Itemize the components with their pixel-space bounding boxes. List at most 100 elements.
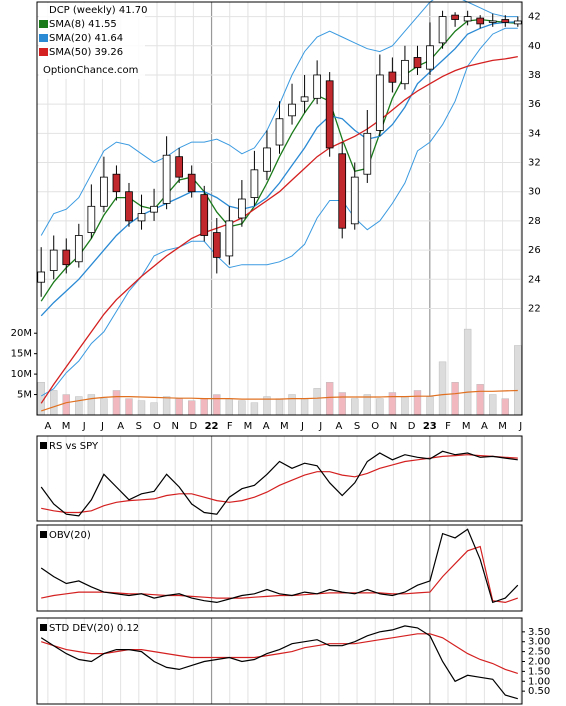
candle-body	[451, 14, 459, 20]
legend-swatch	[40, 442, 47, 449]
candle-body	[137, 213, 146, 222]
candle-body	[375, 74, 384, 131]
candle-body	[288, 103, 296, 117]
x-tick-label: O	[371, 421, 379, 432]
volume-bar	[489, 394, 497, 416]
legend-swatch	[39, 34, 48, 42]
volume-bar	[137, 400, 146, 416]
volume-bar	[62, 394, 70, 416]
volume-bar	[363, 394, 372, 416]
plot-frame	[36, 1, 523, 416]
volume-bar	[250, 402, 259, 416]
y-tick-label: 1.00	[528, 676, 550, 687]
candle-body	[100, 176, 108, 207]
legend-label: SMA(50) 39.26	[49, 47, 123, 58]
y-tick-label: 0.50	[528, 686, 550, 697]
plot-frame	[36, 617, 523, 705]
volume-bar	[87, 394, 96, 416]
candle-body	[313, 74, 321, 99]
y-tick-label: 32	[528, 158, 541, 169]
x-tick-label: 22	[205, 421, 219, 432]
y-tick-label: 3.50	[528, 627, 550, 638]
volume-bar	[112, 390, 121, 416]
volume-tick-label: 20M	[11, 328, 32, 339]
volume-bar	[376, 398, 384, 416]
candle-body	[275, 118, 284, 146]
candle-body	[426, 45, 434, 70]
candle-body	[49, 249, 58, 271]
x-tick-label: A	[117, 421, 124, 432]
candle-body	[187, 173, 196, 193]
x-tick-label: D	[190, 421, 198, 432]
x-tick-label: A	[44, 421, 51, 432]
legend-swatch	[39, 48, 48, 56]
candle-body	[401, 59, 409, 85]
candle-body	[338, 153, 347, 229]
y-tick-label: 1.50	[528, 666, 550, 677]
volume-bar	[238, 400, 246, 416]
legend-label: SMA(20) 41.64	[49, 33, 123, 44]
indicator-line	[41, 454, 518, 514]
candle-body	[263, 147, 271, 172]
x-tick-label: S	[354, 421, 360, 432]
candle-body	[300, 96, 309, 102]
x-tick-label: M	[244, 421, 253, 432]
volume-bar	[463, 328, 472, 416]
volume-bar	[451, 382, 459, 416]
volume-bar	[275, 398, 284, 416]
candle-body	[125, 191, 133, 222]
x-tick-label: N	[171, 421, 178, 432]
volume-bar	[313, 388, 321, 416]
x-tick-label: N	[390, 421, 397, 432]
candle-body	[363, 132, 372, 175]
x-tick-label: M	[62, 421, 71, 432]
annotation: OptionChance.com	[43, 65, 138, 76]
indicator-line	[41, 545, 518, 604]
y-tick-label: 24	[528, 274, 541, 285]
sma-line	[40, 55, 518, 404]
candle-body	[438, 16, 447, 44]
candle-body	[476, 17, 485, 25]
volume-bar	[476, 384, 484, 416]
volume-bar	[288, 394, 296, 416]
volume-bar	[187, 400, 196, 416]
candle-body	[501, 19, 510, 23]
x-tick-label: D	[408, 421, 416, 432]
candle-body	[175, 156, 184, 178]
x-tick-label: J	[318, 421, 322, 432]
sma-line	[40, 18, 518, 302]
volume-bar	[225, 398, 234, 416]
volume-tick-label: 5M	[17, 390, 32, 401]
volume-bar	[388, 392, 397, 416]
candle-body	[325, 80, 334, 149]
y-tick-label: 40	[528, 41, 541, 52]
x-tick-label: 23	[423, 421, 437, 432]
volume-bar	[401, 396, 409, 416]
candle-body	[87, 205, 96, 233]
indicator-line	[41, 633, 518, 674]
x-tick-label: S	[136, 421, 142, 432]
x-tick-label: M	[498, 421, 507, 432]
volume-bar	[150, 402, 158, 416]
candle-body	[413, 57, 422, 69]
y-tick-label: 28	[528, 216, 541, 227]
y-tick-label: 30	[528, 187, 541, 198]
panel-title: RS vs SPY	[49, 441, 99, 452]
volume-bar	[338, 392, 346, 416]
x-tick-label: M	[462, 421, 471, 432]
indicator-line	[40, 528, 519, 604]
volume-bar	[125, 398, 133, 416]
y-tick-label: 2.00	[528, 656, 550, 667]
volume-bar	[75, 396, 83, 416]
candle-body	[463, 16, 472, 22]
x-tick-label: A	[481, 421, 488, 432]
candle-body	[37, 271, 46, 283]
candle-body	[238, 198, 246, 219]
legend: DCP (weekly) 41.70 SMA(8) 41.55 SMA(20) 41…	[39, 3, 147, 79]
candle-body	[388, 71, 397, 83]
x-tick-label: O	[153, 421, 161, 432]
y-tick-label: 34	[528, 128, 541, 139]
legend-swatch	[40, 624, 47, 631]
x-tick-label: A	[263, 421, 270, 432]
